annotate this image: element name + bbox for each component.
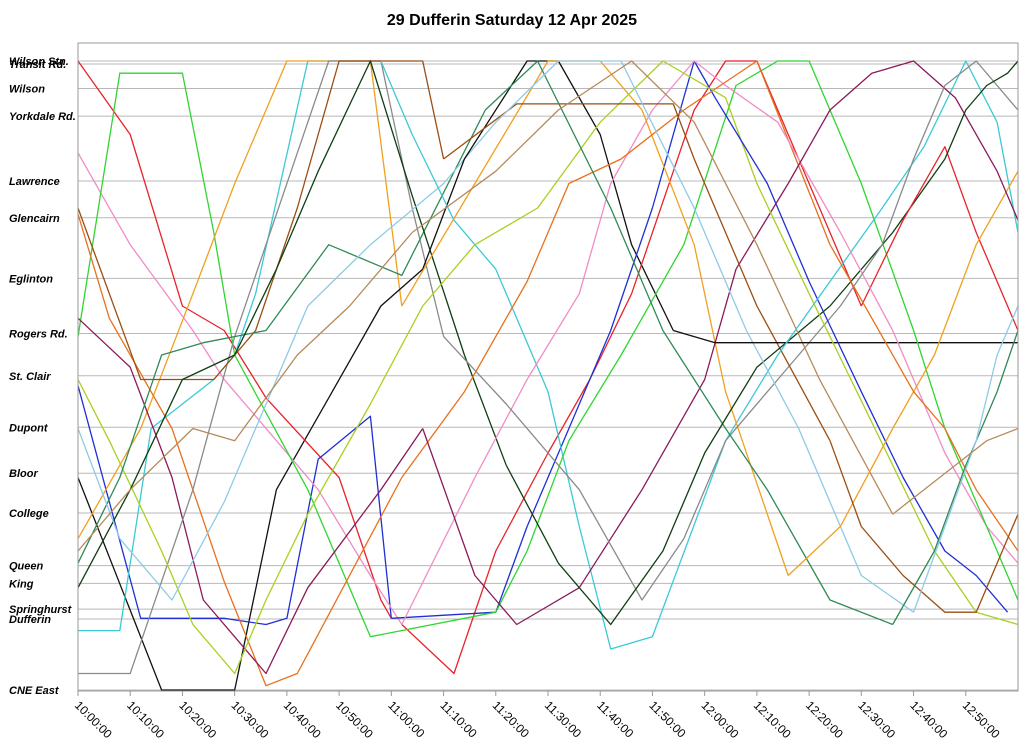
x-tick-label-16: 12:40:00: [907, 698, 950, 741]
x-tick-label-5: 10:50:00: [333, 698, 376, 741]
x-tick-label-7: 11:10:00: [437, 698, 480, 741]
trip-line-25: [443, 305, 841, 601]
x-tick-label-14: 12:20:00: [803, 698, 846, 741]
trip-line-22: [401, 60, 789, 576]
stop-label-1: Transit Rd.: [9, 59, 66, 71]
trip-line-23: [401, 60, 831, 478]
stop-label-15: Dufferin: [9, 614, 51, 626]
trip-line-27: [443, 103, 831, 442]
trip-line-3: [78, 60, 381, 632]
trip-line-34: [714, 97, 1009, 613]
stop-axis-labels: Wilson Stn.Transit Rd. Wilson Yorkdale Rd.…: [9, 56, 76, 697]
stop-label-10: Bloor: [9, 468, 38, 480]
x-tick-label-0: 10:00:00: [72, 698, 115, 741]
trip-line-13: [77, 60, 507, 589]
trip-line-30: [495, 60, 914, 613]
x-tick-label-13: 12:10:00: [751, 698, 794, 741]
trip-line-41: [839, 60, 1019, 307]
trip-line-21: [370, 60, 915, 638]
trip-line-37: [912, 330, 1019, 601]
x-tick-label-15: 12:30:00: [855, 698, 898, 741]
trip-line-32: [673, 329, 1018, 344]
trip-line-19: [380, 60, 779, 650]
x-tick-label-17: 12:50:00: [960, 698, 1003, 741]
stop-label-4: Lawrence: [9, 176, 60, 188]
trip-line-42: [808, 293, 1019, 626]
trip-line-45: [944, 60, 1019, 160]
stop-label-6: Eglinton: [9, 273, 53, 285]
trip-line-39: [829, 244, 1019, 552]
x-tick-label-9: 11:30:00: [542, 698, 585, 741]
trip-line-12: [77, 109, 486, 564]
trip-line-10: [77, 305, 424, 675]
x-tick-label-11: 11:50:00: [646, 698, 689, 741]
x-tick-label-4: 10:40:00: [281, 698, 324, 741]
time-axis-labels: 10:00:00 10:10:00 10:20:00 10:30:00 10:40:00…: [72, 691, 1003, 741]
trip-line-18: [391, 60, 716, 619]
trip-line-24: [422, 183, 789, 626]
stop-label-7: Rogers Rd.: [9, 329, 68, 341]
stop-label-2: Wilson: [9, 84, 45, 96]
trip-line-17: [401, 60, 862, 675]
trip-line-44: [892, 330, 1019, 625]
x-tick-label-12: 12:00:00: [699, 698, 742, 741]
stop-label-16: CNE East: [9, 685, 60, 697]
x-tick-label-1: 10:10:00: [124, 698, 167, 741]
stop-label-12: Queen: [9, 561, 44, 573]
trip-line-20: [401, 60, 726, 625]
stop-label-5: Glencairn: [9, 213, 60, 225]
chart-title: 29 Dufferin Saturday 12 Apr 2025: [387, 12, 637, 29]
x-tick-label-6: 11:00:00: [385, 698, 428, 741]
trip-line-33: [860, 146, 1019, 331]
trip-line-16: [328, 60, 674, 399]
trip-line-14: [77, 121, 497, 601]
plot-frame: [77, 42, 1019, 692]
vehicle-trips: [77, 60, 1019, 691]
trip-line-1: [77, 60, 392, 619]
x-tick-label-2: 10:20:00: [176, 698, 219, 741]
trip-line-9: [78, 60, 445, 675]
stop-label-8: St. Clair: [9, 371, 51, 383]
trip-line-47: [892, 427, 1019, 515]
trip-line-36: [725, 84, 1019, 564]
stop-label-0: Wilson Stn.: [9, 56, 69, 68]
trip-line-26: [422, 60, 810, 307]
trip-line-2: [77, 385, 392, 626]
trip-line-4: [77, 152, 403, 625]
stop-gridlines: [78, 60, 1018, 691]
trip-line-15: [77, 232, 413, 552]
trip-line-0: [77, 397, 330, 691]
trip-line-40: [787, 60, 1019, 221]
stop-label-13: King: [9, 578, 34, 590]
trip-line-8: [77, 317, 424, 675]
stop-label-11: College: [9, 508, 49, 520]
trip-line-29: [505, 158, 946, 626]
stop-label-9: Dupont: [9, 422, 49, 434]
x-tick-label-10: 11:40:00: [594, 698, 637, 741]
stop-label-3: Yorkdale Rd.: [9, 111, 76, 123]
trip-line-6: [77, 60, 403, 540]
stop-label-14: Springhurst: [9, 604, 73, 616]
trip-line-28: [484, 60, 893, 626]
trip-line-7: [77, 213, 403, 687]
trip-line-43: [829, 440, 1019, 613]
x-tick-label-8: 11:20:00: [490, 698, 533, 741]
trip-line-46: [912, 305, 1019, 613]
x-tick-label-3: 10:30:00: [229, 698, 272, 741]
trip-line-5: [77, 72, 371, 637]
trip-line-35: [777, 60, 1019, 356]
trip-line-31: [411, 60, 894, 515]
